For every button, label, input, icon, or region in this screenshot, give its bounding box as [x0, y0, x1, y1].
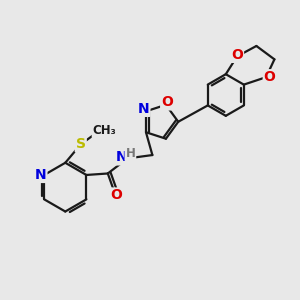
- Text: N: N: [138, 102, 149, 116]
- Text: CH₃: CH₃: [93, 124, 116, 137]
- Text: O: O: [264, 70, 276, 84]
- Text: S: S: [76, 137, 86, 152]
- Text: H: H: [125, 147, 135, 160]
- Text: N: N: [35, 168, 46, 182]
- Text: O: O: [231, 48, 243, 62]
- Text: O: O: [110, 188, 122, 203]
- Text: O: O: [161, 95, 173, 110]
- Text: N: N: [116, 150, 127, 164]
